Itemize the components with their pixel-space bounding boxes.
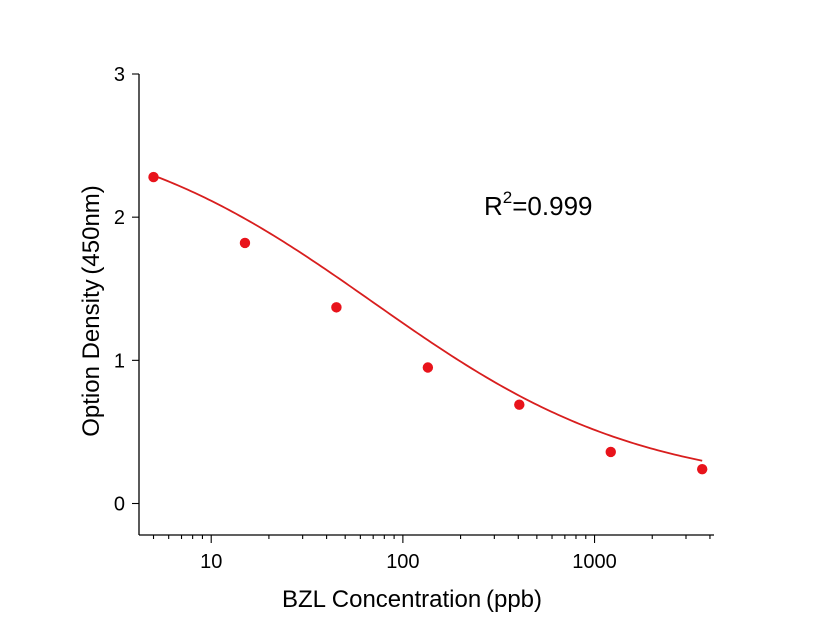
y-tick-label: 1 <box>114 350 125 372</box>
y-tick-label: 0 <box>114 494 125 516</box>
data-point <box>422 362 434 373</box>
r-squared-base: R <box>484 191 503 221</box>
x-tick-label: 1000 <box>572 551 617 573</box>
y-axis-title: Option Density (450nm) <box>78 185 105 437</box>
y-tick-label: 3 <box>114 64 125 86</box>
plot-area <box>148 171 708 475</box>
r-squared-annotation: R2=0.999 <box>484 188 593 221</box>
data-point <box>331 302 342 313</box>
y-axis-ticks: 0 1 2 3 <box>114 64 139 516</box>
x-tick-label: 100 <box>386 551 419 573</box>
data-point <box>514 399 525 410</box>
data-point <box>148 171 159 183</box>
axes: 0 1 2 3 10 100 1000 <box>114 64 714 573</box>
x-tick-label: 10 <box>200 551 222 573</box>
y-tick-label: 2 <box>114 207 125 229</box>
x-axis-title: BZL Concentration (ppb) <box>282 586 542 613</box>
data-point <box>605 446 616 458</box>
r-squared-superscript: 2 <box>503 188 512 207</box>
r-squared-value: =0.999 <box>512 191 592 221</box>
data-point <box>239 237 251 249</box>
data-points <box>148 171 708 475</box>
fit-curve <box>153 174 703 462</box>
x-axis-ticks: 10 100 1000 <box>152 535 711 573</box>
data-point <box>697 463 708 475</box>
